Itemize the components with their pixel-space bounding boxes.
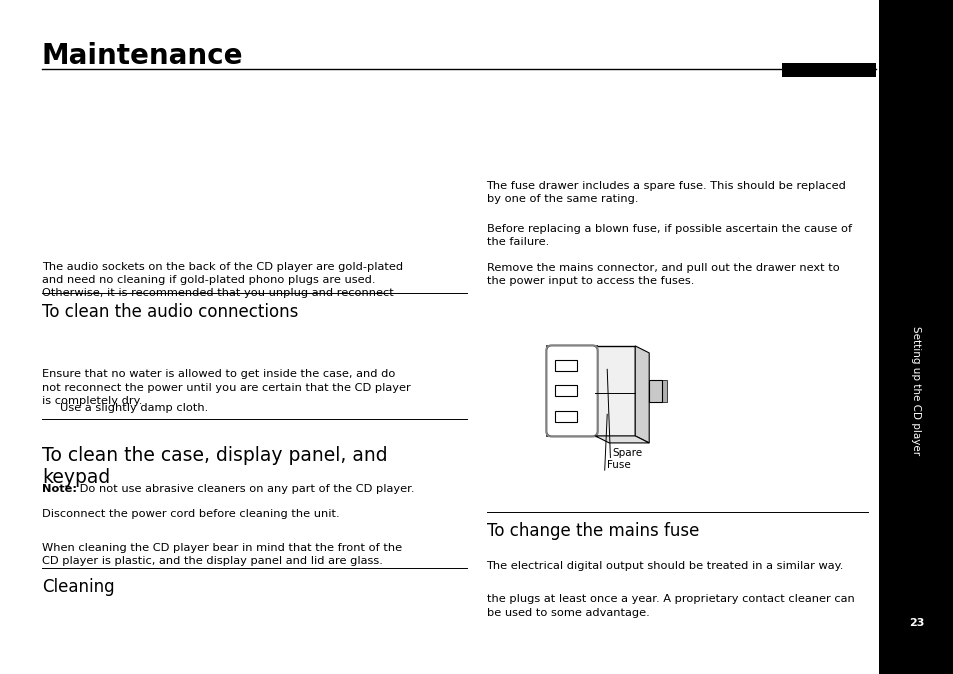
Text: Before replacing a blown fuse, if possible ascertain the cause of
the failure.: Before replacing a blown fuse, if possib… <box>486 224 851 247</box>
Text: To change the mains fuse: To change the mains fuse <box>486 522 699 541</box>
Polygon shape <box>595 436 649 443</box>
Polygon shape <box>635 346 649 443</box>
Bar <box>595 346 635 436</box>
Text: the plugs at least once a year. A proprietary contact cleaner can
be used to som: the plugs at least once a year. A propri… <box>486 594 853 617</box>
FancyBboxPatch shape <box>545 345 598 437</box>
Text: Disconnect the power cord before cleaning the unit.: Disconnect the power cord before cleanin… <box>42 509 339 519</box>
Text: Note:: Note: <box>42 484 77 494</box>
FancyBboxPatch shape <box>546 346 597 436</box>
Bar <box>661 380 666 402</box>
Text: Setting up the CD player: Setting up the CD player <box>910 326 921 456</box>
Text: The audio sockets on the back of the CD player are gold-plated
and need no clean: The audio sockets on the back of the CD … <box>42 262 403 298</box>
Text: Spare: Spare <box>612 448 642 458</box>
Bar <box>555 410 577 422</box>
Bar <box>781 63 875 77</box>
Text: The electrical digital output should be treated in a similar way.: The electrical digital output should be … <box>486 561 843 571</box>
Text: When cleaning the CD player bear in mind that the front of the
CD player is plas: When cleaning the CD player bear in mind… <box>42 543 401 565</box>
Text: Maintenance: Maintenance <box>42 42 243 70</box>
Bar <box>555 360 577 371</box>
Bar <box>649 380 661 402</box>
FancyBboxPatch shape <box>548 346 597 434</box>
Text: Ensure that no water is allowed to get inside the case, and do
not reconnect the: Ensure that no water is allowed to get i… <box>42 369 411 406</box>
Text: Fuse: Fuse <box>606 460 630 470</box>
Text: Cleaning: Cleaning <box>42 578 114 596</box>
Text: Use a slightly damp cloth.: Use a slightly damp cloth. <box>60 403 208 413</box>
Text: 23: 23 <box>907 619 923 628</box>
Bar <box>555 386 577 396</box>
Bar <box>546 346 597 436</box>
Text: The fuse drawer includes a spare fuse. This should be replaced
by one of the sam: The fuse drawer includes a spare fuse. T… <box>486 181 845 204</box>
Text: To clean the case, display panel, and
keypad: To clean the case, display panel, and ke… <box>42 446 387 487</box>
Text: Remove the mains connector, and pull out the drawer next to
the power input to a: Remove the mains connector, and pull out… <box>486 263 839 286</box>
Text: To clean the audio connections: To clean the audio connections <box>42 303 298 321</box>
Text: Do not use abrasive cleaners on any part of the CD player.: Do not use abrasive cleaners on any part… <box>76 484 414 494</box>
Bar <box>878 0 953 674</box>
